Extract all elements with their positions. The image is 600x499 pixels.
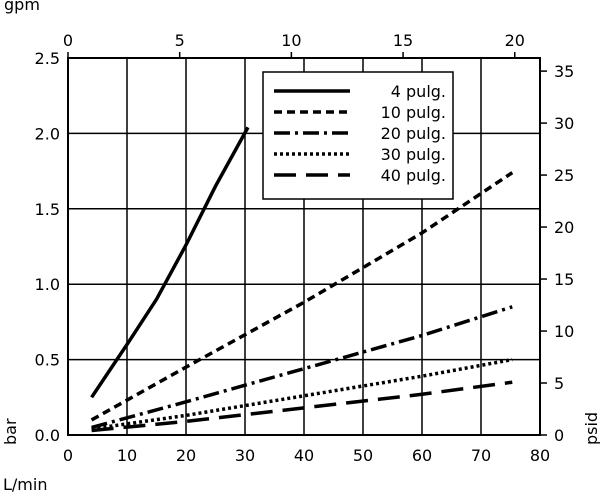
y-axis-label: bar: [1, 418, 20, 445]
y2-axis-label: psid: [582, 412, 600, 445]
legend-label: 10 pulg.: [381, 103, 446, 122]
x2-tick-label: 20: [505, 31, 525, 50]
y2-tick-label: 30: [554, 114, 574, 133]
y-tick-label: 0.5: [35, 351, 60, 370]
x2-tick-label: 15: [393, 31, 413, 50]
x2-tick-label: 10: [281, 31, 301, 50]
x-tick-label: 30: [235, 446, 255, 465]
legend-label: 20 pulg.: [381, 124, 446, 143]
x-tick-label: 80: [530, 446, 550, 465]
legend-label: 40 pulg.: [381, 166, 446, 185]
legend-label: 30 pulg.: [381, 145, 446, 164]
y2-tick-label: 25: [554, 166, 574, 185]
y-tick-label: 1.0: [35, 275, 60, 294]
y2-tick-label: 20: [554, 218, 574, 237]
x-tick-label: 10: [117, 446, 137, 465]
legend-box: [262, 71, 454, 200]
y-tick-label: 1.5: [35, 200, 60, 219]
series-line-4-pulg-: [90, 126, 250, 399]
series-line-40-pulg-: [91, 380, 513, 433]
y2-tick-label: 5: [554, 374, 564, 393]
x-tick-label: 40: [294, 446, 314, 465]
x-tick-label: 70: [471, 446, 491, 465]
x-tick-label: 60: [412, 446, 432, 465]
y2-tick-label: 15: [554, 270, 574, 289]
y-tick-label: 2.0: [35, 124, 60, 143]
legend: 4 pulg. 10 pulg. 20 pulg. 30 pulg. 40 pulg.: [262, 71, 454, 200]
x2-tick-label: 0: [63, 31, 73, 50]
legend-label: 4 pulg.: [391, 82, 446, 101]
series-lines: [90, 126, 514, 433]
x2-tick-label: 5: [175, 31, 185, 50]
series-line-10-pulg-: [90, 171, 514, 422]
y2-tick-label: 10: [554, 322, 574, 341]
x-tick-label: 0: [63, 446, 73, 465]
y-tick-label: 2.5: [35, 49, 60, 68]
ticks: 0 10 20 30 40 50 60 70 800.00.51.01.52.02.50 5 10 1…: [35, 31, 575, 465]
x2-axis-label: gpm: [4, 0, 40, 14]
x-axis-label: L/min: [3, 475, 47, 494]
y2-tick-label: 35: [554, 62, 574, 81]
x-tick-label: 50: [353, 446, 373, 465]
y2-tick-label: 0: [554, 426, 564, 445]
series-line-20-pulg-: [91, 305, 513, 430]
y-tick-label: 0.0: [35, 426, 60, 445]
x-tick-label: 20: [176, 446, 196, 465]
plot-frame: [67, 57, 541, 436]
